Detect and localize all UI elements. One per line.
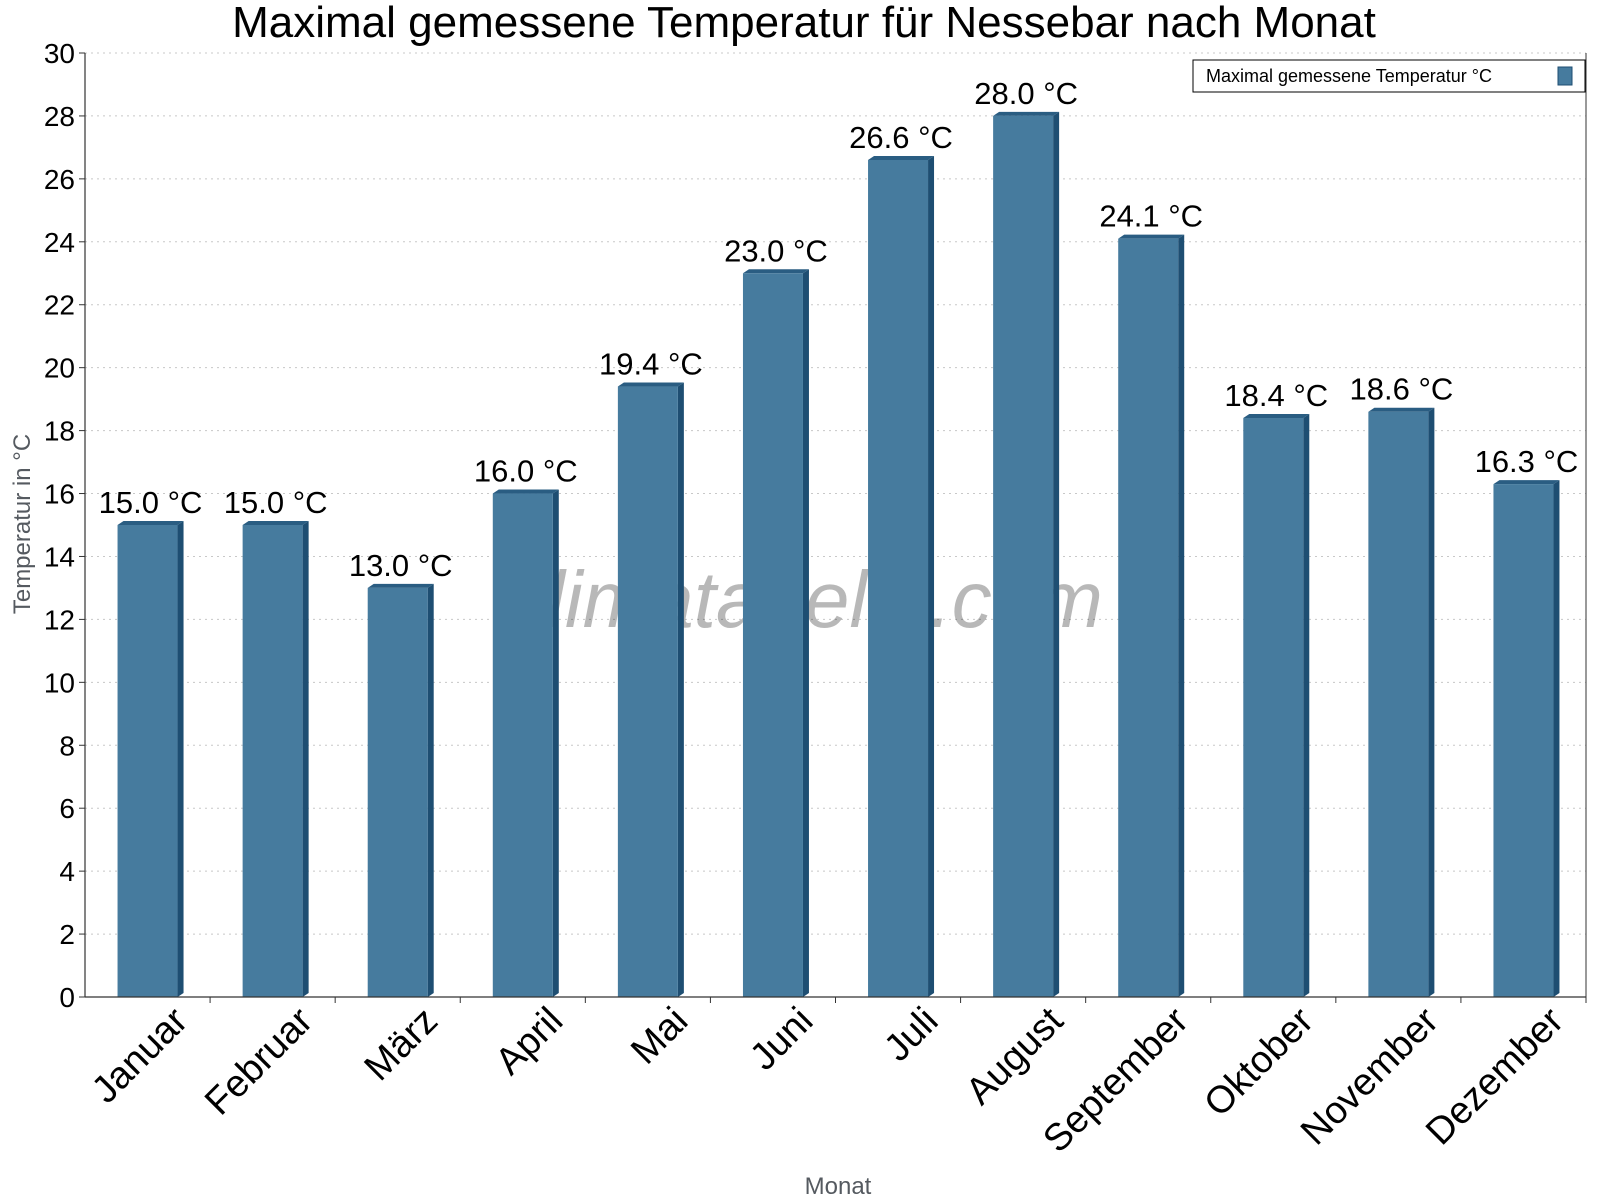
legend-swatch [1557,66,1573,86]
bar-top [1243,414,1310,419]
bar-top [117,521,184,525]
chart-title: Maximal gemessene Temperatur für Nesseba… [232,0,1376,47]
y-tick-label: 22 [44,290,75,321]
x-tick-label: Juli [876,1000,946,1070]
bar-side [1178,234,1185,998]
data-label: 15.0 °C [224,485,328,520]
data-label: 18.4 °C [1224,378,1328,413]
legend: Maximal gemessene Temperatur °C [1192,59,1586,93]
legend-label: Maximal gemessene Temperatur °C [1206,66,1492,86]
data-label: 23.0 °C [724,233,828,268]
y-tick-label: 16 [44,479,75,510]
bar-top [492,489,559,494]
y-tick-label: 30 [44,38,75,69]
x-axis-label: Monat [805,1173,872,1200]
bar [993,115,1054,997]
x-tick-label: Mai [623,1000,696,1073]
y-tick-label: 20 [44,353,75,384]
data-label: 16.3 °C [1475,444,1579,479]
bar [868,159,929,997]
bar-top [1493,480,1560,485]
data-label: 28.0 °C [974,76,1078,111]
x-tick-label: Juni [742,1000,821,1079]
bar [242,525,303,997]
bar [742,273,803,997]
bar-side [677,382,684,998]
bar [617,386,678,998]
x-tick-label: Oktober [1196,999,1322,1125]
bar-side [928,155,935,997]
bar [1493,484,1554,997]
gridlines [85,52,1586,935]
x-tick-label: Februar [197,999,321,1123]
bar-side [177,521,184,997]
bar-side [1303,414,1310,998]
y-tick-label: 24 [44,227,75,258]
data-labels: 15.0 °C 15.0 °C 13.0 °C 16.0 °C 19.4 °C 23.0 … [99,76,1579,583]
data-label: 24.1 °C [1099,199,1203,234]
bar [1118,238,1179,998]
x-axis-ticks: Januar Februar März April Mai Juni Juli AugustS… [84,997,1587,1161]
data-label: 13.0 °C [349,548,453,583]
bar-top [242,521,309,525]
y-tick-label: 4 [59,856,75,887]
bar-top [993,111,1060,116]
bar-side [802,269,809,997]
bar-side [1553,480,1560,997]
y-tick-label: 2 [59,919,75,950]
bar [492,493,553,997]
bar-side [1053,111,1060,997]
y-tick-label: 12 [44,604,75,635]
bar-top [367,583,434,588]
bar [367,587,428,997]
bar-top [617,382,684,387]
y-tick-label: 10 [44,667,75,698]
x-tick-label: Dezember [1418,999,1572,1153]
bar-side [427,583,434,997]
bar-side [1428,407,1435,998]
bar-top [1118,234,1185,239]
x-tick-label: März [357,1000,446,1089]
y-tick-label: 18 [44,416,75,447]
x-tick-label: April [488,1000,571,1083]
bar [1243,418,1304,998]
data-label: 19.4 °C [599,347,703,382]
bar-side [302,521,309,997]
y-tick-label: 14 [44,541,75,572]
y-tick-label: 0 [59,982,75,1013]
y-tick-label: 8 [59,730,75,761]
bar-side [552,489,559,997]
y-tick-label: 26 [44,164,75,195]
x-tick-label: Januar [84,999,196,1111]
data-label: 15.0 °C [99,485,203,520]
y-tick-label: 6 [59,793,75,824]
y-tick-label: 28 [44,101,75,132]
legend-box [1192,59,1586,93]
y-axis-label: Temperatur in °C [9,434,36,614]
x-tick-label: August [958,999,1072,1113]
data-label: 26.6 °C [849,120,953,155]
bar-top [868,155,935,160]
bar [1368,411,1429,998]
bar [117,525,178,997]
bar-top [742,269,809,274]
data-label: 18.6 °C [1350,372,1454,407]
bars [117,111,1560,998]
axes [84,53,1587,998]
bar-top [1368,407,1435,412]
data-label: 16.0 °C [474,454,578,489]
